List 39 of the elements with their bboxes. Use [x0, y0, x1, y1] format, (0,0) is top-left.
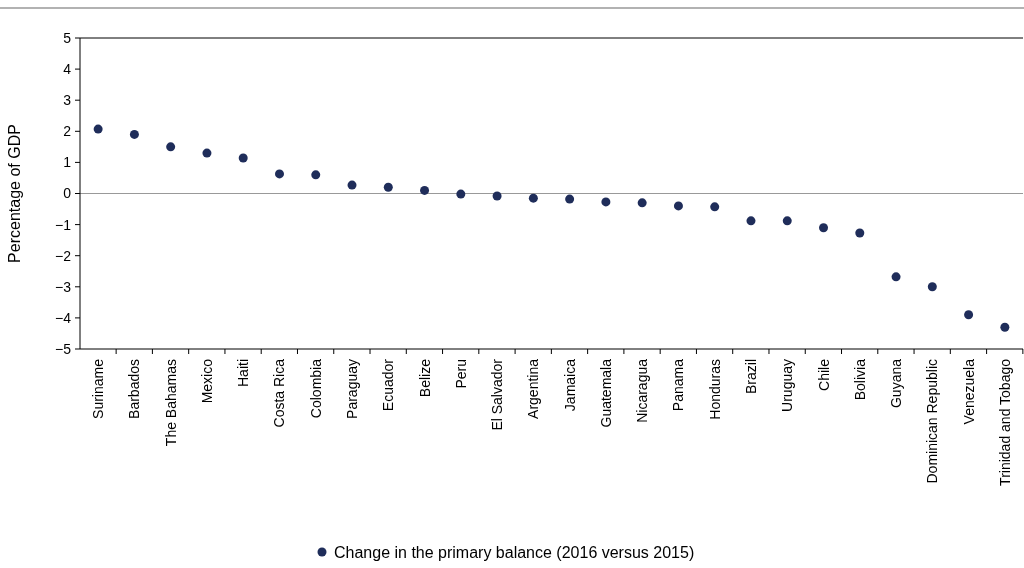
- y-tick-label: −4: [55, 309, 72, 326]
- x-tick-label: Dominican Republic: [924, 359, 941, 484]
- x-tick-label: Guatemala: [597, 358, 614, 428]
- y-tick-label: 4: [63, 61, 72, 77]
- x-tick-label: Jamaica: [561, 358, 578, 412]
- y-tick-label: −1: [55, 216, 72, 233]
- y-tick-label: −2: [55, 247, 72, 264]
- y-tick-label: 5: [63, 29, 72, 46]
- x-tick-label: Ecuador: [380, 358, 397, 412]
- x-tick-label: Uruguay: [779, 359, 796, 412]
- y-tick-label: 3: [63, 92, 72, 109]
- x-tick-label: El Salvador: [489, 358, 506, 431]
- y-tick-label: 0: [63, 185, 72, 202]
- x-tick-label: Honduras: [706, 359, 723, 420]
- x-tick-label: Panama: [670, 358, 687, 412]
- x-tick-label: Costa Rica: [271, 358, 288, 428]
- x-tick-label: Haiti: [235, 359, 252, 388]
- x-tick-label: Argentina: [525, 358, 542, 419]
- y-tick-label: −5: [55, 340, 72, 357]
- y-tick-label: 1: [63, 154, 72, 171]
- x-tick-label: Nicaragua: [634, 358, 651, 423]
- x-tick-label: Brazil: [742, 359, 759, 395]
- x-tick-label: Barbados: [126, 359, 143, 419]
- x-tick-label: Colombia: [307, 358, 324, 419]
- x-tick-label: Paraguay: [344, 359, 361, 419]
- x-tick-label: Guyana: [888, 358, 905, 409]
- x-tick-label: The Bahamas: [162, 359, 179, 447]
- x-tick-label: Belize: [416, 358, 433, 398]
- x-tick-label: Suriname: [90, 358, 107, 419]
- y-tick-label: −3: [55, 278, 72, 295]
- y-tick-label: 2: [63, 123, 72, 140]
- y-axis-title: Percentage of GDP: [6, 124, 23, 263]
- x-tick-label: Bolivia: [851, 358, 868, 401]
- x-tick-label: Mexico: [198, 358, 215, 404]
- legend-label: Change in the primary balance (2016 versus 2015): [334, 543, 695, 561]
- x-tick-label: Trinidad and Tobago: [996, 358, 1013, 486]
- x-tick-label: Chile: [815, 358, 832, 391]
- x-tick-label: Venezuela: [960, 358, 977, 425]
- x-tick-label: Peru: [452, 359, 469, 389]
